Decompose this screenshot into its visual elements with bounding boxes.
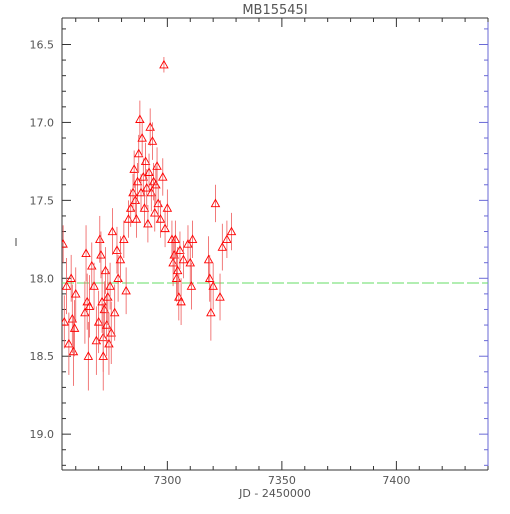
data-point-triangle xyxy=(140,156,151,166)
x-tick-label: 7400 xyxy=(382,474,410,487)
data-point-triangle xyxy=(147,136,158,145)
data-point-triangle xyxy=(144,167,154,176)
plot-area: 7300 7350 7400 16.5 17.0 17.5 18.0 18.5 19.0 xyxy=(30,17,489,487)
x-tick-label: 7350 xyxy=(268,474,296,487)
y-tick-label: 16.5 xyxy=(30,38,55,51)
data-point-triangle xyxy=(208,281,218,290)
data-point-triangle xyxy=(129,164,139,173)
data-point-triangle xyxy=(222,234,232,243)
data-point-triangle xyxy=(226,226,237,236)
data-point-triangle xyxy=(70,288,81,298)
y-tick-label: 19.0 xyxy=(30,428,55,441)
data-point-triangle xyxy=(155,214,166,223)
data-point-triangle xyxy=(187,234,198,243)
data-layer xyxy=(62,56,237,391)
data-point-triangle xyxy=(186,281,197,290)
data-point-triangle xyxy=(83,351,94,360)
data-point-triangle xyxy=(68,346,79,356)
x-axis-label: JD - 2450000 xyxy=(238,487,311,500)
data-point-triangle xyxy=(106,327,117,337)
data-point-triangle xyxy=(96,249,106,259)
data-point-triangle xyxy=(204,273,215,282)
data-point-triangle xyxy=(109,307,120,317)
chart-title: MB15545I xyxy=(242,3,307,18)
data-point-triangle xyxy=(62,281,72,290)
data-point-triangle xyxy=(93,317,104,326)
data-point-triangle xyxy=(132,176,143,186)
data-point-triangle xyxy=(170,234,181,243)
data-point-triangle xyxy=(172,265,183,275)
data-point-triangle xyxy=(185,257,196,267)
data-point-triangle xyxy=(64,338,74,348)
y-axis-label: I xyxy=(14,236,17,249)
data-point-triangle xyxy=(112,245,122,254)
data-point-triangle xyxy=(66,273,76,282)
data-point-triangle xyxy=(119,234,129,243)
data-point-triangle xyxy=(217,242,228,251)
y-tick-label: 18.0 xyxy=(30,272,55,285)
data-point-triangle xyxy=(203,254,214,264)
x-tick-label: 7300 xyxy=(153,474,181,487)
data-point-triangle xyxy=(105,281,115,290)
data-point-triangle xyxy=(159,59,169,69)
data-point-triangle xyxy=(175,245,185,254)
data-point-triangle xyxy=(143,218,153,228)
data-point-triangle xyxy=(169,249,179,259)
data-point-triangle xyxy=(115,254,126,264)
data-point-triangle xyxy=(135,114,145,123)
data-point-triangle xyxy=(131,214,142,223)
data-point-triangle xyxy=(62,317,70,326)
data-point-triangle xyxy=(210,198,221,208)
data-point-triangle xyxy=(149,207,160,217)
data-point-triangle xyxy=(139,203,150,212)
data-point-triangle xyxy=(95,234,105,243)
y-tick-label: 17.5 xyxy=(30,194,55,207)
data-point-triangle xyxy=(133,148,144,158)
data-point-triangle xyxy=(69,323,80,332)
data-point-triangle xyxy=(176,296,186,306)
data-point-triangle xyxy=(151,179,161,189)
data-point-triangle xyxy=(84,301,95,310)
data-point-triangle xyxy=(168,257,178,267)
data-point-triangle xyxy=(121,285,131,295)
data-point-triangle xyxy=(178,254,189,264)
y-tick-label: 18.5 xyxy=(30,350,55,363)
data-point-triangle xyxy=(137,133,147,142)
data-point-triangle xyxy=(98,351,108,360)
data-point-triangle xyxy=(152,161,162,170)
data-point-triangle xyxy=(89,281,99,290)
y-tick-label: 17.0 xyxy=(30,116,55,129)
data-point-triangle xyxy=(81,248,91,258)
data-point-triangle xyxy=(206,307,216,317)
data-point-triangle xyxy=(162,203,173,212)
data-point-triangle xyxy=(158,172,168,181)
data-point-triangle xyxy=(215,292,225,301)
data-point-triangle xyxy=(160,223,170,233)
data-point-triangle xyxy=(107,226,118,236)
data-point-triangle xyxy=(62,239,68,248)
